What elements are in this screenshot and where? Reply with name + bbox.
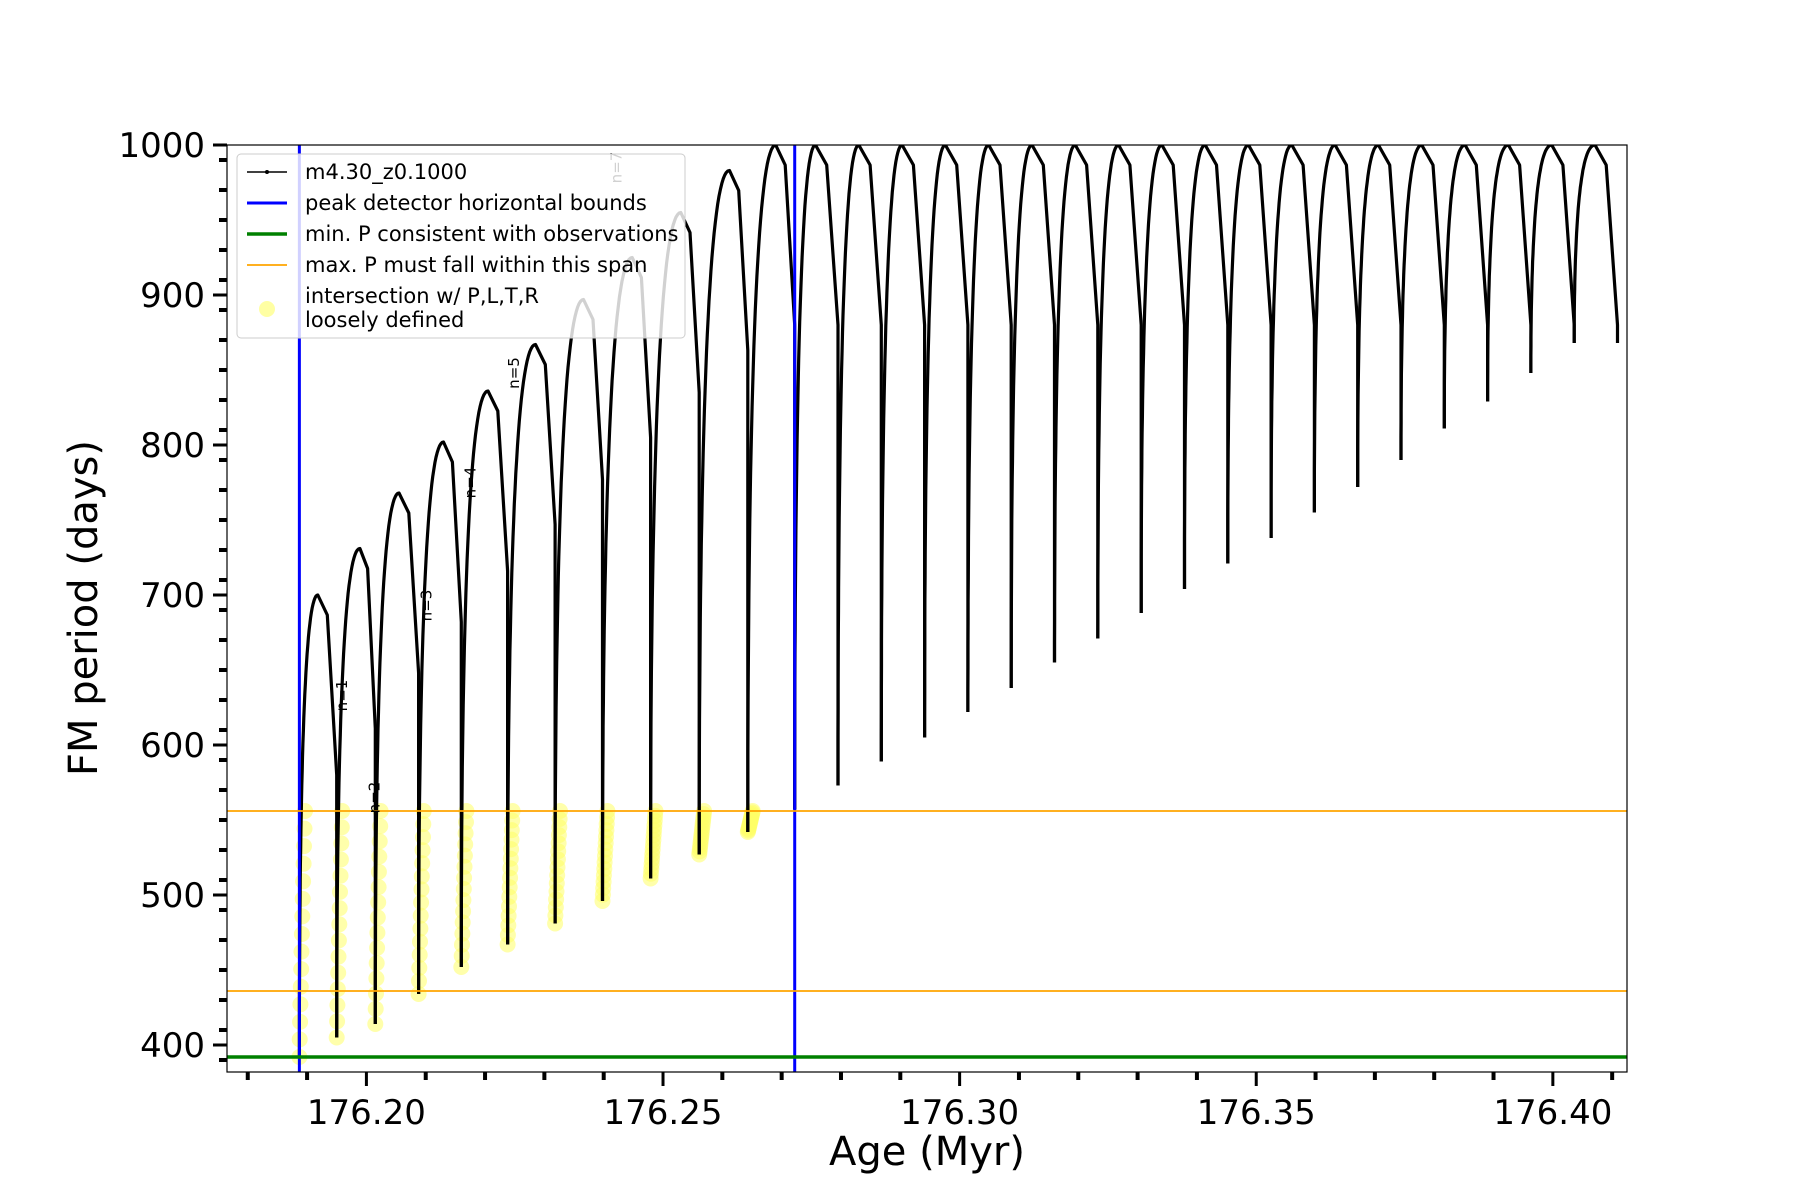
pulse-cycle (1269, 145, 1316, 538)
pulse-label: n=5 (505, 357, 523, 389)
pulse-cycle (1139, 145, 1187, 613)
x-axis-ticks: 176.20 176.25 176.30 176.35 176.40 (245, 1072, 1615, 1133)
x-tick-label: 176.20 (307, 1093, 426, 1133)
y-axis-ticks: 400 500 600 700 800 900 1000 (118, 126, 227, 1066)
pulse-cycle (1356, 145, 1403, 487)
plot-area (227, 145, 1627, 1072)
pulse-label: n=2 (366, 782, 384, 814)
legend-swatch-yellow (259, 301, 275, 317)
pulse-cycle (1182, 145, 1230, 589)
x-tick-label: 176.40 (1493, 1093, 1612, 1133)
pulse-cycle (879, 145, 927, 762)
pulse-cycle (335, 546, 377, 1038)
pulse-cycle (1399, 145, 1446, 460)
intersection-marker (293, 926, 310, 942)
intersection-marker (370, 879, 387, 896)
pulse-cycle (923, 145, 970, 738)
legend-label: m4.30_z0.1000 (305, 160, 467, 185)
intersection-marker (369, 939, 386, 956)
pulse-cycle (459, 389, 510, 967)
y-tick-label: 800 (140, 426, 205, 466)
legend-label: peak detector horizontal bounds (305, 191, 647, 215)
legend-label: loosely defined (305, 308, 464, 332)
pulse-label: n=4 (462, 467, 480, 499)
y-tick-label: 1000 (118, 126, 205, 166)
intersection-marker (332, 883, 348, 900)
intersection-marker (332, 867, 349, 884)
pulse-cycle (836, 145, 883, 786)
x-axis-label: Age (Myr) (829, 1129, 1025, 1175)
pulse-cycle (1572, 145, 1620, 343)
intersection-marker (370, 863, 387, 880)
y-tick-label: 500 (140, 876, 205, 916)
pulse-cycle (1442, 145, 1490, 429)
legend-box (236, 153, 686, 339)
intersection-marker (294, 890, 311, 907)
period-track (297, 145, 1620, 1057)
intersection-marker (295, 873, 312, 890)
intersection-marker (294, 908, 311, 925)
legend-label: intersection w/ P,L,T,R (305, 284, 539, 308)
y-tick-label: 900 (140, 276, 205, 316)
intersection-marker (330, 932, 347, 949)
x-tick-label: 176.35 (1197, 1093, 1316, 1133)
pulse-label: n=1 (333, 680, 351, 712)
legend-swatch-marker (265, 170, 269, 174)
pulse-cycle (1009, 145, 1057, 688)
x-tick-label: 176.25 (604, 1093, 723, 1133)
pulse-cycle (1312, 145, 1360, 513)
intersection-marker (369, 909, 386, 926)
intersection-marker (370, 894, 387, 911)
intersection-marker (293, 943, 310, 960)
pulse-cycle (506, 342, 557, 945)
pulse-cycle (1052, 145, 1100, 663)
legend-label: max. P must fall within this span (305, 253, 647, 277)
intersection-marker (412, 920, 429, 937)
intersection-marker (331, 900, 348, 917)
y-tick-label: 700 (140, 576, 205, 616)
pulse-cycle (966, 145, 1013, 712)
intersection-marker (369, 924, 386, 941)
pulse-cycle (1096, 145, 1143, 639)
y-axis-label: FM period (days) (61, 440, 107, 776)
pulse-cycle (1529, 145, 1576, 373)
pulse-cycle (373, 491, 421, 1024)
intersection-marker (293, 961, 310, 978)
pulse-cycle (697, 168, 750, 855)
y-tick-label: 600 (140, 726, 205, 766)
pulse-label: n=3 (418, 590, 436, 622)
intersection-marker (455, 903, 472, 920)
pulse-cycle (1486, 145, 1533, 402)
legend-label: min. P consistent with observations (305, 222, 678, 246)
intersection-marker (412, 907, 429, 924)
pulse-cycle (746, 145, 797, 833)
x-tick-label: 176.30 (900, 1093, 1019, 1133)
pulse-cycle (1226, 145, 1273, 564)
intersection-marker (331, 916, 348, 933)
pulse-cycle (417, 440, 463, 994)
y-tick-label: 400 (140, 1026, 205, 1066)
